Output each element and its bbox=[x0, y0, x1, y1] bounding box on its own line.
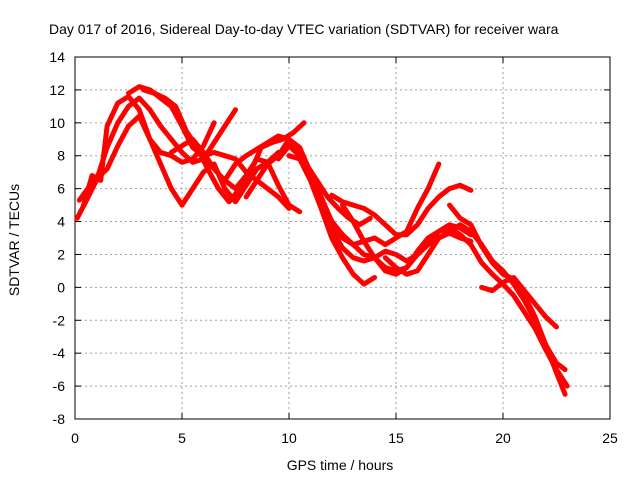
y-tick-label: 2 bbox=[57, 246, 65, 262]
y-tick-label: -2 bbox=[53, 312, 66, 328]
x-tick-label: 15 bbox=[388, 430, 404, 446]
x-tick-label: 20 bbox=[495, 430, 511, 446]
x-tick-label: 10 bbox=[281, 430, 297, 446]
chart-title: Day 017 of 2016, Sidereal Day-to-day VTE… bbox=[49, 21, 559, 37]
x-tick-label: 0 bbox=[71, 430, 79, 446]
y-tick-label: -8 bbox=[53, 411, 66, 427]
y-tick-label: 8 bbox=[57, 148, 65, 164]
series-line-track-11 bbox=[303, 161, 373, 228]
axis-ticks: 0 5 10 15 20 25 -8 -6 -4 -2 0 2 4 6 8 10 12 14 bbox=[49, 49, 618, 446]
y-tick-label: -6 bbox=[53, 378, 66, 394]
y-tick-label: 10 bbox=[49, 115, 65, 131]
y-tick-label: 14 bbox=[49, 49, 65, 65]
x-tick-label: 25 bbox=[602, 430, 618, 446]
series-line-track-6 bbox=[168, 136, 303, 215]
plot-area-frame bbox=[74, 56, 611, 420]
y-axis-label: SDTVAR / TECUs bbox=[6, 184, 22, 296]
series-line-track-5 bbox=[141, 87, 307, 205]
series-line-track-15 bbox=[447, 202, 568, 373]
series-line-track-10 bbox=[286, 153, 378, 287]
y-tick-label: 0 bbox=[57, 279, 65, 295]
series-line-track-3 bbox=[81, 94, 281, 208]
x-axis-label: GPS time / hours bbox=[287, 457, 394, 473]
data-series bbox=[74, 84, 570, 397]
series-line-track-13 bbox=[340, 202, 570, 389]
x-tick-label: 5 bbox=[178, 430, 186, 446]
y-tick-label: 6 bbox=[57, 181, 65, 197]
y-tick-label: 4 bbox=[57, 214, 65, 230]
y-tick-label: -4 bbox=[53, 345, 66, 361]
series-line-track-12 bbox=[329, 182, 474, 238]
y-tick-label: 12 bbox=[49, 82, 65, 98]
series-line-track-16 bbox=[479, 275, 559, 330]
